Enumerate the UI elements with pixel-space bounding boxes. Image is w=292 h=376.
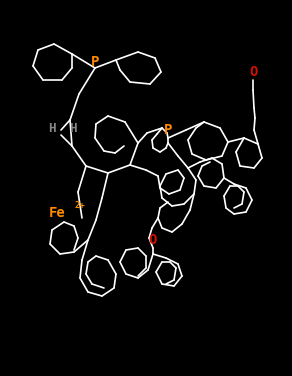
Text: H: H — [48, 121, 56, 135]
Text: 2+: 2+ — [75, 202, 85, 211]
Text: O: O — [149, 233, 157, 247]
Text: O: O — [250, 65, 258, 79]
Text: P: P — [91, 55, 99, 69]
Text: Fe: Fe — [49, 206, 65, 220]
Text: P: P — [164, 123, 172, 137]
Text: H: H — [69, 121, 77, 135]
